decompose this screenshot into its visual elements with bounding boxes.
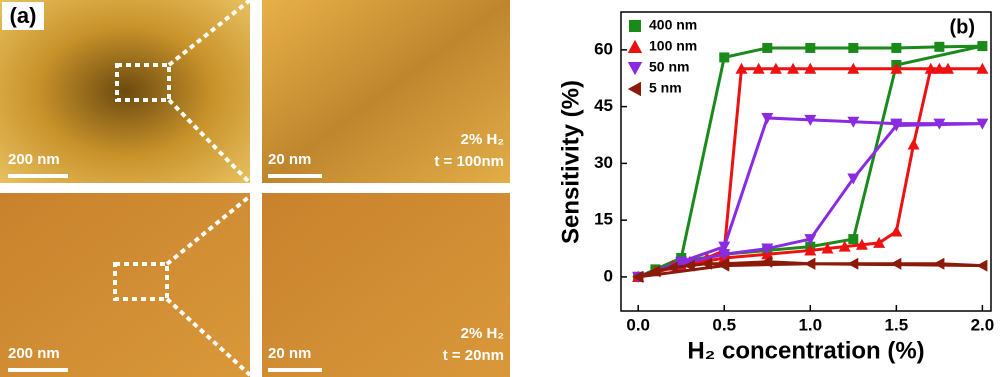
data-point [683,259,695,272]
plot-frame [620,11,992,312]
data-point [933,62,946,74]
panel-label: (a) [10,3,37,28]
data-point [761,255,773,268]
data-point [718,259,730,272]
data-point [838,240,851,252]
image-texts: 200 nm 20 nm 2% H₂ t = 100nm 200 nm 20 n… [8,131,504,364]
legend-marker [629,20,641,32]
data-point [976,62,989,74]
x-tick-label: 0.5 [712,315,736,334]
data-point [804,244,817,256]
data-point [890,225,903,237]
x-axis-label: H₂ concentration (%) [687,337,924,364]
y-tick-label: 30 [594,153,613,172]
data-point [847,116,860,128]
panel-label: (b) [949,16,975,38]
annotation: t = 20nm [443,347,504,364]
data-point [941,62,954,74]
data-point [847,62,860,74]
data-point [805,42,816,53]
x-tick-label: 1.0 [798,315,822,334]
data-point [649,265,661,278]
scale-label: 20 nm [268,151,311,168]
data-point [924,62,937,74]
data-point [761,112,774,124]
data-point [761,243,774,255]
data-point [666,261,678,274]
data-point [873,236,886,248]
data-point [821,242,834,254]
scale-label: 200 nm [8,151,60,168]
data-point [804,234,817,246]
x-tick-label: 1.5 [885,315,909,334]
data-point [804,257,816,270]
y-tick-label: 60 [594,39,613,58]
zoom-lines [113,0,252,377]
data-point [769,62,782,74]
legend-label: 5 nm [649,80,682,96]
data-point [718,249,731,261]
data-point [977,41,988,52]
micrographs: (a) 200 nm 20 nm 2% H₂ t = 100nm 200 nm … [0,0,510,377]
data-point [632,270,644,283]
data-point [847,173,860,185]
legend-label: 400 nm [649,17,697,33]
data-point [933,257,945,270]
data-point [735,62,748,74]
data-point [701,257,713,270]
data-point [891,42,902,53]
y-tick-label: 15 [594,210,613,229]
image-1 [0,0,250,183]
y-tick-label: 0 [604,266,613,285]
legend-label: 100 nm [649,38,697,54]
data-point [855,238,868,250]
x-tick-label: 2.0 [971,315,995,334]
data-point [976,259,988,272]
series-line [637,116,983,279]
data-point [976,118,989,130]
legend-marker [627,62,643,76]
scale-label: 20 nm [268,345,311,362]
annotation: 2% H₂ [461,325,504,342]
image-2 [262,0,510,183]
data-point [848,234,859,245]
series-line [637,67,983,279]
scale-bars [8,174,322,372]
image-4 [262,193,510,377]
image-3 [0,193,250,377]
data-point [675,258,688,270]
data-point [718,241,731,253]
data-point [787,62,800,74]
data-point [848,42,859,53]
legend-marker [627,81,641,97]
data-point [804,114,817,126]
data-point [762,42,773,53]
y-tick-label: 45 [594,96,613,115]
annotation: t = 100nm [434,153,504,170]
legend-marker [627,39,643,53]
data-point [890,62,903,74]
data-point [934,41,945,52]
annotation: 2% H₂ [461,131,504,148]
data-point [890,120,903,132]
scale-label: 200 nm [8,345,60,362]
data-point [847,257,859,270]
x-tick-label: 0.0 [626,315,650,334]
data-point [907,138,920,150]
label-bg [2,2,44,30]
data-point [933,118,946,130]
data-point [804,62,817,74]
y-axis-label: Sensitivity (%) [557,80,584,244]
legend-label: 50 nm [649,59,689,75]
data-point [890,257,902,270]
data-point [719,52,730,63]
data-point [752,62,765,74]
